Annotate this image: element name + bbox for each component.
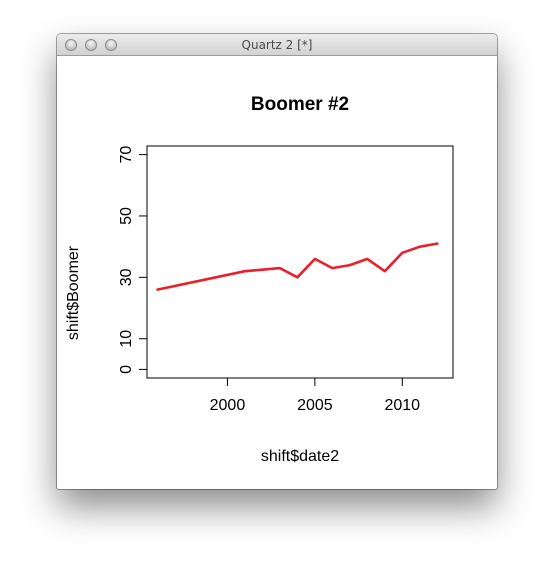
title-bar[interactable]: Quartz 2 [*] — [57, 34, 497, 56]
chart-title: Boomer #2 — [251, 94, 349, 115]
plot-area: Boomer #2 shift$date2 shift$Boomer 2000 2… — [57, 57, 497, 489]
plot-frame — [146, 145, 454, 379]
y-axis: 0 10 30 50 70 — [118, 146, 148, 374]
y-tick-label: 30 — [118, 268, 135, 286]
y-tick-label: 70 — [118, 146, 135, 164]
x-axis: 2000 2005 2010 — [210, 377, 420, 414]
series-layer — [156, 242, 439, 291]
x-tick-label: 2000 — [210, 397, 246, 414]
minimize-button-icon[interactable] — [85, 39, 97, 51]
series-line — [156, 242, 439, 291]
y-axis-label: shift$Boomer — [65, 245, 82, 340]
x-axis-label: shift$date2 — [261, 448, 339, 465]
line-chart: Boomer #2 shift$date2 shift$Boomer 2000 2… — [65, 94, 454, 465]
x-tick-label: 2005 — [297, 397, 333, 414]
y-tick-label: 0 — [118, 365, 135, 374]
plot-window: Quartz 2 [*] Boomer #2 shift$date2 shift… — [57, 34, 497, 489]
maximize-button-icon[interactable] — [105, 39, 117, 51]
y-tick-label: 50 — [118, 207, 135, 225]
window-title: Quartz 2 [*] — [241, 38, 313, 52]
x-tick-label: 2010 — [384, 397, 420, 414]
close-button-icon[interactable] — [65, 39, 77, 51]
y-tick-label: 10 — [118, 330, 135, 348]
